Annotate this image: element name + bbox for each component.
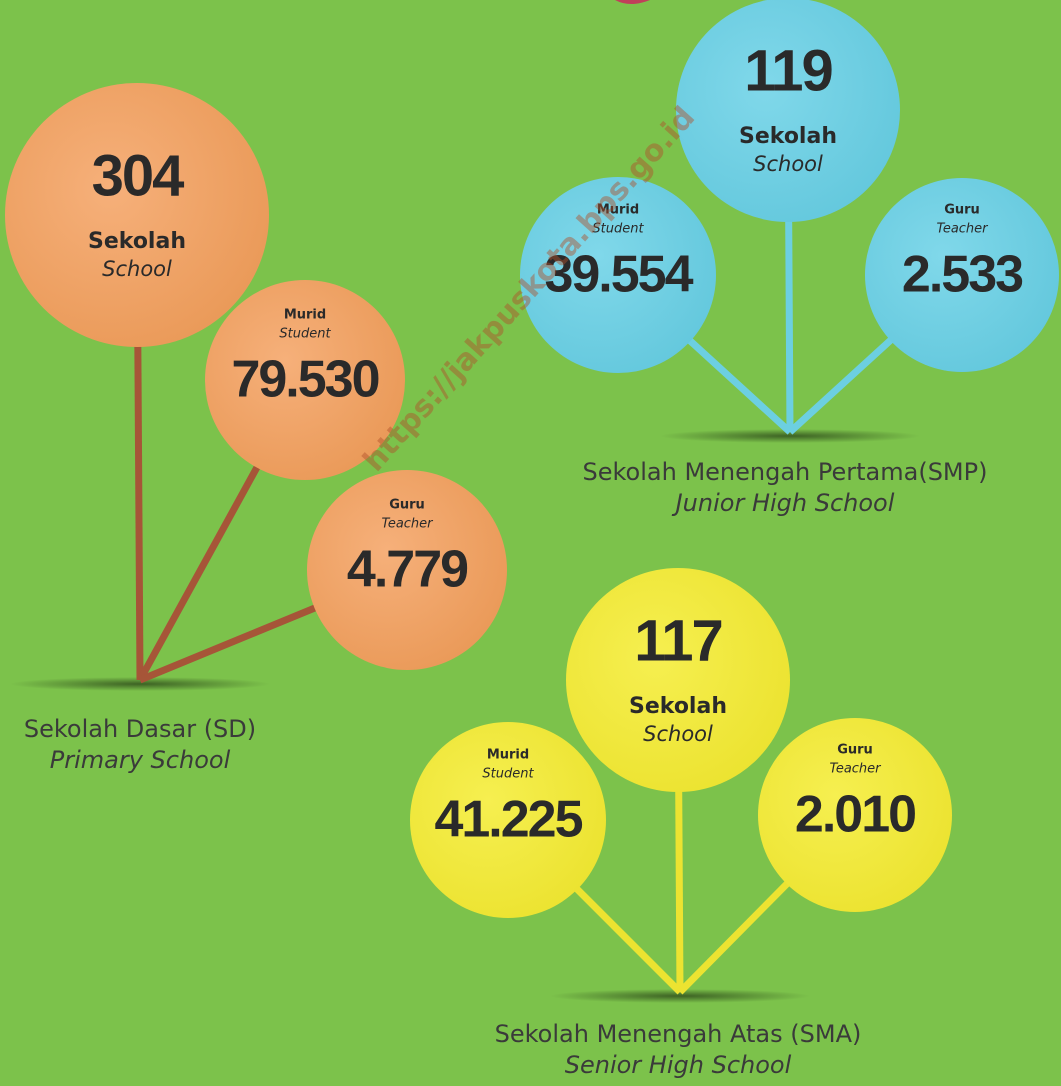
stat-label: Murid [284,308,326,323]
group-title: Sekolah Dasar (SD) [24,715,256,743]
stat-sublabel: School [102,257,172,281]
stat-label: Murid [487,748,529,763]
stat-label: Guru [837,743,873,758]
group-subtitle: Primary School [50,746,231,774]
stat-label: Guru [944,203,980,218]
stat-circle [758,718,952,912]
stat-value: 2.010 [795,786,915,844]
stat-value: 41.225 [434,791,582,849]
decoration [615,0,650,4]
stat-value: 117 [634,608,722,673]
stat-circle [205,280,405,480]
stat-label: Guru [389,498,425,513]
group-subtitle: Senior High School [565,1051,792,1079]
stat-value: 79.530 [231,351,378,409]
stat-sublabel: Teacher [936,222,989,237]
stat-label: Sekolah [739,124,837,149]
stat-sublabel: Teacher [829,762,882,777]
stat-value: 39.554 [544,246,693,304]
stat-label: Sekolah [629,694,727,719]
stat-circle [676,0,900,222]
stat-sublabel: School [643,722,713,746]
stat-circle [566,568,790,792]
stat-value: 4.779 [347,541,467,599]
stat-circle [520,177,716,373]
stat-circle [307,470,507,670]
stat-label: Sekolah [88,229,186,254]
stat-circle [865,178,1059,372]
stat-sublabel: Student [592,222,644,237]
base-shadow [10,677,270,691]
stat-sublabel: Student [279,327,331,342]
stat-sublabel: Teacher [381,517,434,532]
group-title: Sekolah Menengah Atas (SMA) [495,1020,862,1048]
stat-circle [410,722,606,918]
base-shadow [550,989,810,1003]
content: 304 Sekolah School Murid Student 79.530 Guru Te… [5,0,1059,1079]
base-shadow [660,429,920,443]
stat-value: 304 [92,143,185,208]
stat-circle [5,83,269,347]
stat-value: 119 [744,38,832,103]
stat-sublabel: Student [482,767,534,782]
group-subtitle: Junior High School [672,489,895,517]
stat-value: 2.533 [902,246,1023,304]
group-title: Sekolah Menengah Pertama(SMP) [583,458,988,486]
stat-sublabel: School [753,152,823,176]
stat-label: Murid [597,203,639,218]
